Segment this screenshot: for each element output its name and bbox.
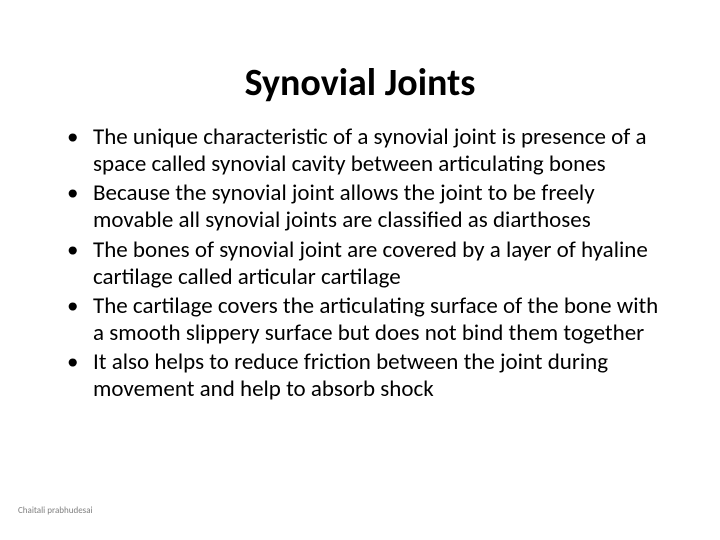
slide-container: Synovial Joints The unique characteristi… <box>0 0 720 540</box>
bullet-item: The cartilage covers the articulating su… <box>93 293 665 347</box>
bullet-item: The unique characteristic of a synovial … <box>93 124 665 178</box>
footer-author: Chaitali prabhudesai <box>18 505 93 516</box>
bullet-list: The unique characteristic of a synovial … <box>55 124 665 403</box>
bullet-item: It also helps to reduce friction between… <box>93 349 665 403</box>
slide-title: Synovial Joints <box>55 60 665 106</box>
bullet-item: The bones of synovial joint are covered … <box>93 237 665 291</box>
bullet-item: Because the synovial joint allows the jo… <box>93 180 665 234</box>
